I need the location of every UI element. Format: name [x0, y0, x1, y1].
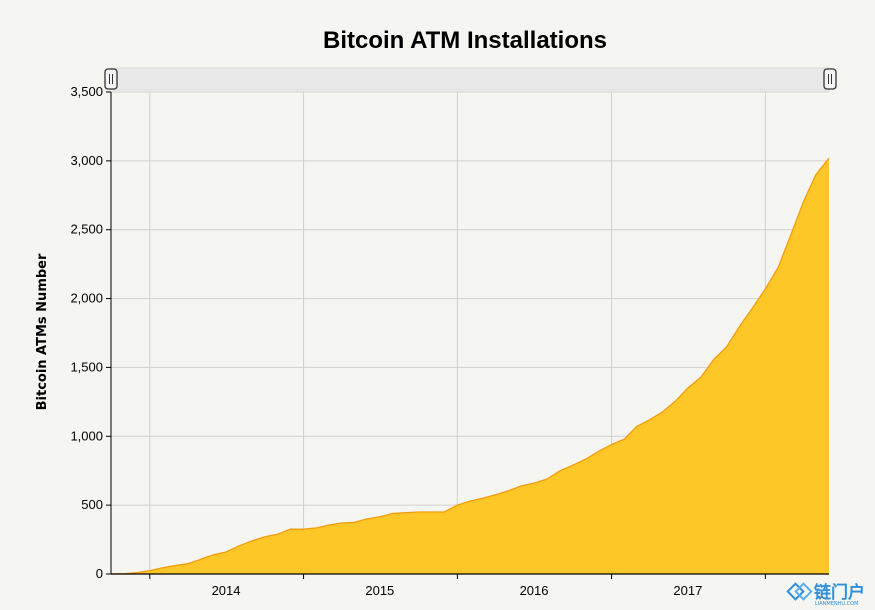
slider-right-handle[interactable] — [823, 68, 837, 90]
axes — [110, 92, 829, 575]
y-tick-label: 500 — [81, 497, 103, 512]
plot-area — [110, 157, 830, 575]
x-tick-label: 2016 — [520, 583, 549, 598]
y-tick-label: 0 — [96, 566, 103, 581]
x-tick-label: 2015 — [365, 583, 394, 598]
slider-track[interactable] — [109, 67, 831, 91]
y-axis-label: Bitcoin ATMs Number — [35, 253, 50, 410]
x-tick-label: 2017 — [673, 583, 702, 598]
y-tick-label: 2,000 — [70, 291, 103, 306]
y-tick-label: 2,500 — [70, 222, 103, 237]
watermark-subtext: LIANMENHU.COM — [815, 601, 858, 607]
range-slider[interactable] — [104, 67, 837, 91]
y-axis-ticks: 0 500 1,000 1,500 2,000 2,500 3,000 3,500 — [70, 84, 111, 581]
chart-title: Bitcoin ATM Installations — [323, 27, 607, 54]
area-fill — [111, 158, 829, 574]
y-tick-label: 3,500 — [70, 84, 103, 99]
y-tick-label: 1,000 — [70, 428, 103, 443]
watermark: 链门户 LIANMENHU.COM — [786, 582, 865, 607]
y-tick-label: 1,500 — [70, 359, 103, 374]
x-axis-ticks: 2014 2015 2016 2017 — [149, 574, 766, 598]
left-handle-box[interactable] — [104, 68, 118, 90]
chain-logo-icon — [786, 582, 813, 601]
slider-left-handle[interactable] — [104, 68, 118, 90]
watermark-text: 链门户 — [814, 582, 865, 603]
series-line — [110, 157, 830, 575]
y-tick-label: 3,000 — [70, 153, 103, 168]
x-tick-label: 2014 — [212, 583, 241, 598]
right-handle-box[interactable] — [823, 68, 837, 90]
